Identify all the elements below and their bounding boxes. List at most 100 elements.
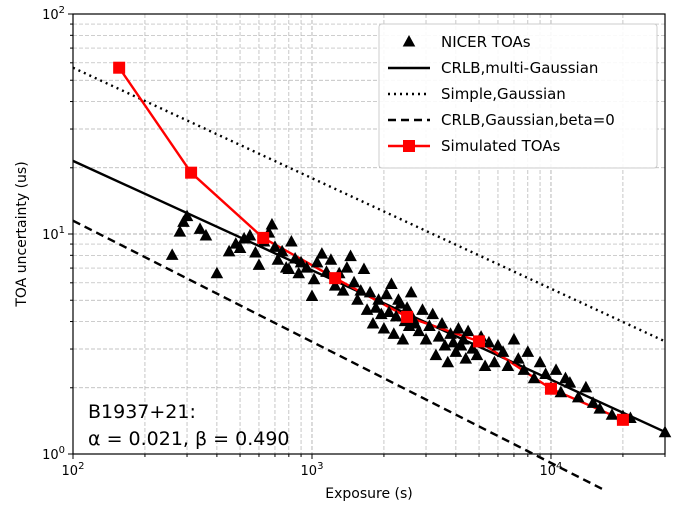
nicer-toa-marker <box>271 253 285 265</box>
nicer-toa-marker <box>369 301 383 313</box>
nicer-toa-marker <box>193 222 207 234</box>
nicer-toa-marker <box>521 345 535 357</box>
nicer-toa-marker <box>380 287 393 300</box>
nicer-toa-marker <box>549 363 563 375</box>
nicer-toa-marker <box>385 277 398 289</box>
nicer-toa-marker <box>336 284 350 296</box>
legend-box <box>378 23 658 169</box>
nicer-toa-marker <box>180 209 194 222</box>
nicer-toa-marker <box>435 316 449 329</box>
nicer-toa-marker <box>586 396 600 408</box>
nicer-toa-marker <box>252 258 266 270</box>
nicer-toa-marker <box>459 352 473 364</box>
nicer-toa-marker <box>354 284 368 296</box>
nicer-toa-marker <box>491 338 505 351</box>
legend-marker-simulated-toas <box>403 140 415 152</box>
nicer-toa-marker <box>563 376 577 388</box>
nicer-toa-marker <box>533 355 547 368</box>
simulated-toa-marker <box>616 413 629 426</box>
series-line-simple-gaussian <box>72 66 666 343</box>
simulated-toa-marker <box>185 166 198 179</box>
nicer-toa-marker <box>357 262 371 275</box>
nicer-toa-marker <box>438 338 452 351</box>
nicer-toa-marker <box>340 261 354 273</box>
nicer-toa-marker <box>517 363 531 375</box>
legend-swatch-nicer-toas <box>402 35 416 47</box>
x-tick-label: 103 <box>301 461 324 479</box>
nicer-toa-marker <box>446 335 460 348</box>
x-tick-label: 104 <box>540 461 563 479</box>
tick-labels: 102 103 104 100 101 102 <box>42 5 562 479</box>
nicer-toa-marker <box>328 279 342 291</box>
nicer-toa-marker <box>512 352 525 364</box>
nicer-toa-marker <box>416 303 429 315</box>
nicer-toa-marker <box>466 342 479 354</box>
nicer-toa-marker <box>496 345 510 357</box>
simulated-toa-marker <box>401 310 414 323</box>
nicer-toa-marker <box>432 330 446 342</box>
nicer-toa-marker <box>554 385 568 398</box>
nicer-toa-marker <box>165 248 179 260</box>
nicer-toa-marker <box>372 293 385 305</box>
nicer-toa-marker <box>210 266 224 279</box>
y-tick-label: 100 <box>42 445 65 463</box>
nicer-toa-marker <box>233 241 247 253</box>
axes-frame <box>72 13 666 455</box>
nicer-toa-marker <box>366 316 380 329</box>
nicer-toa-marker <box>199 228 213 241</box>
y-axis-label: TOA uncertainty (us) <box>14 161 30 307</box>
nicer-toa-marker <box>285 234 298 247</box>
x-axis-label: Exposure (s) <box>325 486 412 502</box>
simulated-toa-marker <box>257 231 270 244</box>
nicer-toa-marker <box>360 303 374 315</box>
nicer-toa-marker <box>593 402 607 414</box>
nicer-toa-marker <box>408 316 422 329</box>
nicer-toa-marker <box>441 355 455 368</box>
simulated-toa-marker <box>473 335 486 348</box>
nicer-toa-marker <box>377 321 391 334</box>
nicer-toa-marker <box>389 309 403 322</box>
annotation-line-1: B1937+21: <box>88 401 196 423</box>
nicer-toa-marker <box>300 261 313 273</box>
nicer-toa-marker <box>400 301 414 313</box>
nicer-toa-marker <box>478 359 492 372</box>
nicer-toa-marker <box>444 327 457 339</box>
nicer-toa-marker <box>363 285 377 298</box>
nicer-toa-marker <box>294 255 308 268</box>
nicer-toa-marker <box>282 262 296 275</box>
nicer-toa-marker <box>351 293 364 305</box>
nicer-toa-marker <box>344 249 357 262</box>
nicer-toa-marker <box>452 321 465 334</box>
nicer-toa-marker <box>265 217 279 230</box>
nicer-toa-marker <box>429 348 443 361</box>
nicer-toa-marker <box>347 275 361 288</box>
nicer-toa-marker <box>579 380 593 393</box>
nicer-toa-marker <box>571 390 585 403</box>
series-line-crlb-gaussian-beta-0 <box>72 219 607 492</box>
nicer-toa-marker <box>173 225 187 237</box>
nicer-toa-marker <box>470 348 484 361</box>
legend-label-simple-gaussian: Simple,Gaussian <box>441 85 566 103</box>
legend-entries: NICER TOAs CRLB,multi-Gaussian Simple,Gaus… <box>388 33 615 155</box>
nicer-toa-marker <box>237 231 251 244</box>
nicer-toa-marker <box>315 247 329 259</box>
nicer-toa-marker <box>482 335 496 348</box>
nicer-toa-marker <box>310 255 324 268</box>
nicer-toa-marker <box>419 332 433 345</box>
nicer-toa-marker <box>454 338 468 351</box>
legend-label-crlb-multi-gaussian: CRLB,multi-Gaussian <box>441 59 598 77</box>
nicer-toa-marker <box>501 359 515 372</box>
nicer-toa-marker <box>488 355 501 368</box>
legend-label-nicer-toas: NICER TOAs <box>441 33 531 51</box>
simulated-toa-marker <box>329 272 342 285</box>
simulated-toa-marker <box>544 382 557 395</box>
nicer-toa-marker <box>404 285 418 298</box>
nicer-toa-marker <box>396 332 410 345</box>
nicer-toa-marker <box>324 253 338 265</box>
nicer-toa-marker <box>461 324 475 337</box>
legend-label-crlb-gaussian-beta-0: CRLB,Gaussian,beta=0 <box>441 111 615 129</box>
nicer-toa-marker <box>507 332 521 345</box>
annotation: B1937+21: α = 0.021, β = 0.490 <box>88 401 290 450</box>
nicer-toa-marker <box>249 245 262 258</box>
nicer-toa-marker <box>222 244 236 257</box>
